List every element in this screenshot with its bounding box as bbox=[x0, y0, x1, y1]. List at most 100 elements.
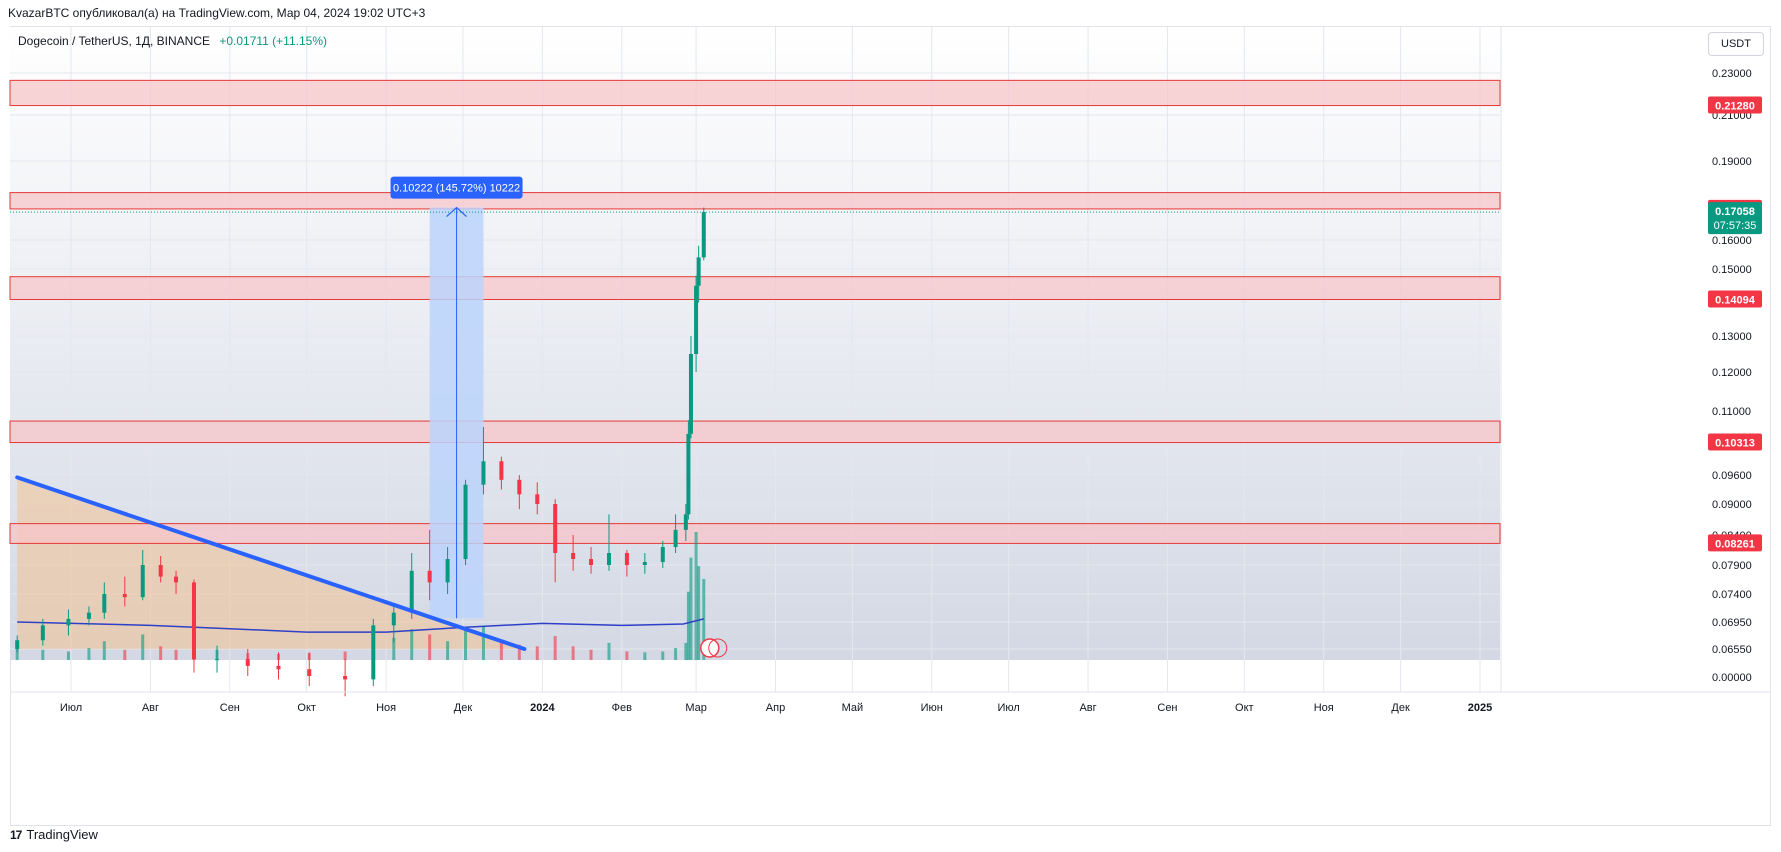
event-marker-icon bbox=[700, 638, 720, 658]
x-tick-label-11: Июн bbox=[921, 702, 943, 714]
candle-body-34 bbox=[686, 433, 691, 515]
volume-bar-4 bbox=[102, 641, 106, 660]
y-tick-label-0: 0.23000 bbox=[1712, 68, 1752, 80]
x-tick-label-9: Апр bbox=[766, 702, 785, 714]
x-tick-label-17: Дек bbox=[1391, 702, 1410, 714]
candle-body-15 bbox=[371, 625, 376, 680]
x-tick-label-0: Июл bbox=[60, 702, 82, 714]
price-chart[interactable]: 0.10222 (145.72%) 102220.230000.210000.1… bbox=[0, 0, 1781, 827]
y-tick-label-11: 0.07900 bbox=[1712, 560, 1752, 572]
candle-body-17 bbox=[409, 570, 414, 613]
volume-bar-20 bbox=[464, 630, 468, 660]
y-tick-label-6: 0.12000 bbox=[1712, 367, 1752, 379]
zone-price-tag-4 bbox=[1708, 534, 1762, 552]
candle-body-2 bbox=[66, 618, 71, 626]
volume-bar-19 bbox=[446, 641, 450, 660]
volume-bar-14 bbox=[343, 651, 347, 660]
candle-body-4 bbox=[102, 594, 107, 613]
chart-legend: Dogecoin / TetherUS, 1Д, BINANCE +0.0171… bbox=[18, 34, 327, 48]
volume-bar-30 bbox=[643, 652, 647, 660]
x-tick-label-18: 2025 bbox=[1468, 702, 1492, 714]
y-tick-label-15: 0.00000 bbox=[1712, 672, 1752, 684]
candle-body-38 bbox=[701, 212, 706, 258]
volume-bar-17 bbox=[410, 629, 414, 660]
symbol-label: Dogecoin / TetherUS, 1Д, BINANCE bbox=[18, 34, 210, 48]
y-tick-label-2: 0.19000 bbox=[1712, 156, 1752, 168]
event-marker-ring bbox=[708, 638, 728, 658]
candle-body-35 bbox=[688, 354, 693, 434]
measure-arrow-head bbox=[446, 206, 467, 218]
volume-bar-36 bbox=[694, 532, 698, 660]
y-tick-label-5: 0.13000 bbox=[1712, 331, 1752, 343]
tradingview-logo-icon: 17 bbox=[10, 827, 22, 842]
zone-2 bbox=[9, 276, 1501, 300]
candle-body-33 bbox=[683, 514, 688, 530]
candle-body-28 bbox=[606, 553, 611, 565]
candle-body-27 bbox=[589, 559, 594, 565]
volume-bar-23 bbox=[517, 644, 521, 660]
candle-body-31 bbox=[660, 547, 665, 562]
candle-body-13 bbox=[307, 669, 312, 676]
candle-body-36 bbox=[694, 285, 699, 354]
volume-bar-28 bbox=[607, 642, 611, 660]
candle-body-5 bbox=[122, 594, 127, 598]
candle-body-37 bbox=[696, 257, 701, 286]
volume-bar-5 bbox=[123, 649, 127, 660]
measure-label-bg bbox=[390, 176, 523, 199]
candle-body-32 bbox=[673, 529, 678, 547]
candle-body-11 bbox=[245, 659, 250, 666]
candle-body-3 bbox=[86, 612, 91, 619]
volume-bar-3 bbox=[87, 648, 91, 660]
candle-body-18 bbox=[427, 570, 432, 583]
y-tick-label-14: 0.06550 bbox=[1712, 644, 1752, 656]
zone-4 bbox=[9, 523, 1501, 544]
footer: 17 TradingView bbox=[10, 827, 98, 842]
y-tick-label-12: 0.07400 bbox=[1712, 589, 1752, 601]
last-price-label: 0.17058 bbox=[1715, 206, 1755, 218]
currency-button[interactable]: USDT bbox=[1708, 32, 1764, 56]
measure-label: 0.10222 (145.72%) 10222 bbox=[393, 183, 520, 195]
x-tick-label-3: Окт bbox=[297, 702, 316, 714]
candle-body-20 bbox=[463, 484, 468, 559]
x-tick-label-15: Окт bbox=[1235, 702, 1254, 714]
y-tick-label-9: 0.09000 bbox=[1712, 499, 1752, 511]
y-tick-label-4: 0.15000 bbox=[1712, 264, 1752, 276]
candle-body-10 bbox=[215, 659, 220, 661]
volume-bar-16 bbox=[392, 637, 396, 660]
x-tick-label-2: Сен bbox=[220, 702, 240, 714]
volume-bar-6 bbox=[141, 634, 145, 660]
candle-body-26 bbox=[571, 553, 576, 559]
volume-bar-29 bbox=[625, 651, 629, 660]
candle-body-16 bbox=[391, 612, 396, 626]
candle-body-0 bbox=[15, 640, 20, 649]
x-tick-label-14: Сен bbox=[1157, 702, 1177, 714]
candle-body-19 bbox=[445, 559, 450, 583]
candle-body-30 bbox=[642, 562, 647, 565]
moving-average-line bbox=[17, 618, 704, 633]
volume-bar-2 bbox=[66, 651, 70, 660]
volume-bar-32 bbox=[674, 648, 678, 660]
volume-bar-27 bbox=[589, 649, 593, 660]
x-tick-label-5: Дек bbox=[454, 702, 473, 714]
volume-bar-31 bbox=[661, 651, 665, 660]
volume-bar-37 bbox=[697, 566, 701, 660]
y-tick-label-3: 0.16000 bbox=[1712, 235, 1752, 247]
candle-body-23 bbox=[517, 479, 522, 495]
candle-body-29 bbox=[624, 553, 629, 565]
change-label: +0.01711 (+11.15%) bbox=[219, 34, 327, 48]
volume-bar-24 bbox=[535, 646, 539, 660]
volume-bar-1 bbox=[41, 649, 45, 660]
candle-body-14 bbox=[343, 676, 348, 680]
trend-line bbox=[15, 475, 527, 651]
zone-price-tag-3 bbox=[1708, 433, 1762, 451]
x-tick-label-13: Авг bbox=[1079, 702, 1096, 714]
volume-bar-8 bbox=[174, 649, 178, 660]
y-tick-label-13: 0.06950 bbox=[1712, 617, 1752, 629]
volume-bar-34 bbox=[686, 591, 690, 660]
zone-3 bbox=[9, 420, 1501, 444]
volume-bar-18 bbox=[428, 634, 432, 660]
candle-body-6 bbox=[140, 565, 145, 598]
zone-price-label-3: 0.10313 bbox=[1715, 438, 1755, 450]
footer-brand: TradingView bbox=[26, 827, 98, 842]
last-price-tag bbox=[1708, 202, 1762, 235]
